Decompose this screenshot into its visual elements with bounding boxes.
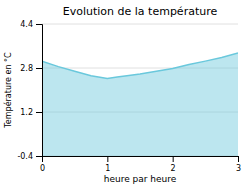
grid	[42, 24, 238, 156]
tick: 1	[105, 156, 110, 173]
tick: 4.4	[20, 20, 42, 29]
area	[42, 53, 238, 156]
tick: 3	[236, 156, 241, 173]
axis-line	[36, 25, 43, 157]
tick: -0.4	[17, 152, 42, 161]
tick-label: 2.8	[20, 64, 33, 73]
tick-label: 0	[40, 164, 45, 173]
marks	[42, 53, 238, 156]
tick-label: -0.4	[17, 152, 33, 161]
tick: 0	[40, 156, 45, 173]
tick-mark	[238, 156, 239, 162]
tick-mark	[36, 112, 42, 113]
grid-line	[42, 24, 238, 25]
tick: 2	[171, 156, 176, 173]
tick-label: 1.2	[20, 108, 33, 117]
tick-label: 2	[171, 164, 176, 173]
tick: 2.8	[20, 64, 42, 73]
axis-line	[43, 157, 239, 163]
x-axis: 0 1 2 3	[40, 156, 241, 173]
tick-mark	[107, 156, 108, 162]
tick: 1.2	[20, 108, 42, 117]
title: Evolution de la température	[63, 5, 218, 18]
plot: 0 1 2 3 -0.4 1.2 2.8 4.4	[17, 20, 241, 173]
tick-mark	[36, 24, 42, 25]
y-label: Température en °C	[3, 52, 13, 129]
line	[42, 53, 238, 79]
x-label: heure par heure	[104, 174, 177, 184]
tick-mark	[36, 68, 42, 69]
y-axis: -0.4 1.2 2.8 4.4	[17, 20, 42, 161]
tick-label: 4.4	[20, 20, 33, 29]
tick-mark	[173, 156, 174, 162]
tick-label: 3	[236, 164, 241, 173]
tick-mark	[36, 156, 42, 157]
tick-label: 1	[105, 164, 110, 173]
chart: 0 1 2 3 -0.4 1.2 2.8 4.4 Evolution de la tempéra…	[0, 0, 250, 188]
